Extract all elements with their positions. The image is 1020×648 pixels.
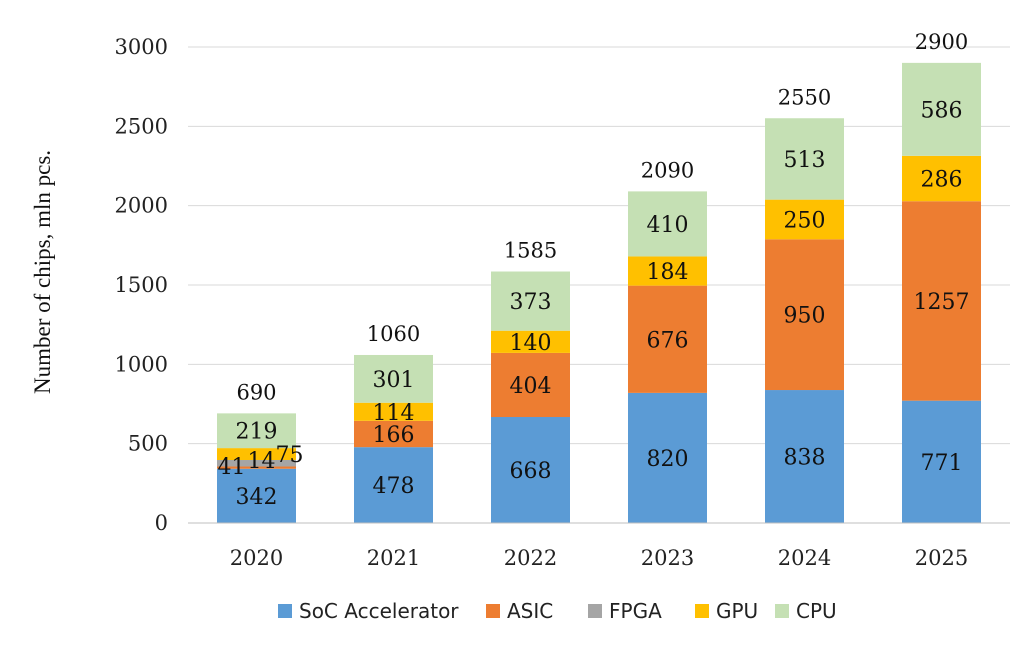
data-label: 75 xyxy=(276,443,304,468)
bar-gpu-2020 xyxy=(217,448,296,461)
data-label: 478 xyxy=(373,474,415,499)
bar-cpu-2025 xyxy=(902,62,981,156)
y-tick-label: 1000 xyxy=(115,352,168,376)
bar-asic-2025 xyxy=(902,201,981,401)
bar-gpu-2023 xyxy=(628,256,707,286)
data-label: 838 xyxy=(784,446,826,471)
data-label: 250 xyxy=(784,208,826,233)
bar-asic-2020 xyxy=(217,466,296,469)
bar-asic-2022 xyxy=(491,352,570,418)
data-label: 676 xyxy=(647,328,689,353)
x-tick-label: 2022 xyxy=(504,546,557,570)
bar-soc-accelerator-2020 xyxy=(217,468,296,523)
bar-soc-accelerator-2024 xyxy=(765,390,844,523)
legend-swatch-asic xyxy=(486,604,500,618)
data-label: 166 xyxy=(373,423,415,448)
bar-soc-accelerator-2022 xyxy=(491,417,570,523)
y-axis-title: Number of chips, mln pcs. xyxy=(30,150,55,394)
bar-asic-2023 xyxy=(628,285,707,393)
total-label: 2900 xyxy=(915,30,968,54)
y-tick-label: 3000 xyxy=(115,35,168,59)
data-label: 14 xyxy=(248,449,276,474)
bar-cpu-2022 xyxy=(491,271,570,331)
total-label: 2550 xyxy=(778,85,831,109)
data-label: 586 xyxy=(921,98,963,123)
total-label: 690 xyxy=(236,381,276,405)
axes: 0 500 1000 1500 2000 2500 3000 2020 2021 2022 2023… xyxy=(115,35,1010,570)
data-label: 410 xyxy=(647,213,689,238)
y-tick-label: 2000 xyxy=(115,194,168,218)
x-tick-label: 2024 xyxy=(778,546,831,570)
y-tick-label: 0 xyxy=(155,511,168,535)
legend-label-gpu: GPU xyxy=(716,599,758,623)
data-label: 114 xyxy=(373,401,415,426)
legend: SoC Accelerator ASIC FPGA GPU CPU xyxy=(278,599,837,623)
data-label: 820 xyxy=(647,447,689,472)
total-label: 2090 xyxy=(641,158,694,182)
legend-swatch-fpga xyxy=(588,604,602,618)
y-tick-label: 2500 xyxy=(115,114,168,138)
bar-asic-2021 xyxy=(354,420,433,448)
bar-soc-accelerator-2025 xyxy=(902,400,981,523)
data-label: 219 xyxy=(236,420,278,445)
bar-asic-2024 xyxy=(765,239,844,391)
data-label: 771 xyxy=(921,451,963,476)
bar-soc-accelerator-2023 xyxy=(628,392,707,523)
legend-label-soc-accelerator: SoC Accelerator xyxy=(299,599,459,623)
x-tick-label: 2020 xyxy=(230,546,283,570)
total-label: 1060 xyxy=(367,322,420,346)
data-label: 1257 xyxy=(914,290,970,315)
legend-label-cpu: CPU xyxy=(796,599,837,623)
bar-gpu-2025 xyxy=(902,155,981,202)
x-tick-label: 2023 xyxy=(641,546,694,570)
legend-swatch-soc-accelerator xyxy=(278,604,292,618)
data-label: 301 xyxy=(373,368,415,393)
legend-swatch-cpu xyxy=(775,604,789,618)
legend-swatch-gpu xyxy=(695,604,709,618)
bar-cpu-2021 xyxy=(354,354,433,403)
data-label: 513 xyxy=(784,148,826,173)
bar-gpu-2024 xyxy=(765,199,844,240)
data-label: 140 xyxy=(510,331,552,356)
data-label: 950 xyxy=(784,304,826,329)
total-label: 1585 xyxy=(504,239,557,263)
gridlines xyxy=(188,46,1010,445)
bar-gpu-2021 xyxy=(354,402,433,421)
bar-soc-accelerator-2021 xyxy=(354,447,433,523)
legend-label-asic: ASIC xyxy=(507,599,553,623)
bar-cpu-2023 xyxy=(628,191,707,257)
data-label: 286 xyxy=(921,168,963,193)
y-tick-label: 500 xyxy=(128,432,168,456)
x-tick-label: 2021 xyxy=(367,546,420,570)
bar-cpu-2020 xyxy=(217,413,296,449)
data-label: 373 xyxy=(510,290,552,315)
x-tick-label: 2025 xyxy=(915,546,968,570)
y-tick-label: 1500 xyxy=(115,273,168,297)
data-label: 404 xyxy=(510,374,552,399)
bar-cpu-2024 xyxy=(765,118,844,200)
legend-label-fpga: FPGA xyxy=(609,599,662,623)
data-label: 184 xyxy=(647,260,689,285)
data-label: 41 xyxy=(218,455,246,480)
bars xyxy=(217,62,981,523)
bar-gpu-2022 xyxy=(491,330,570,353)
data-label: 342 xyxy=(236,485,278,510)
bar-fpga-2020 xyxy=(217,460,296,467)
data-label: 668 xyxy=(510,459,552,484)
